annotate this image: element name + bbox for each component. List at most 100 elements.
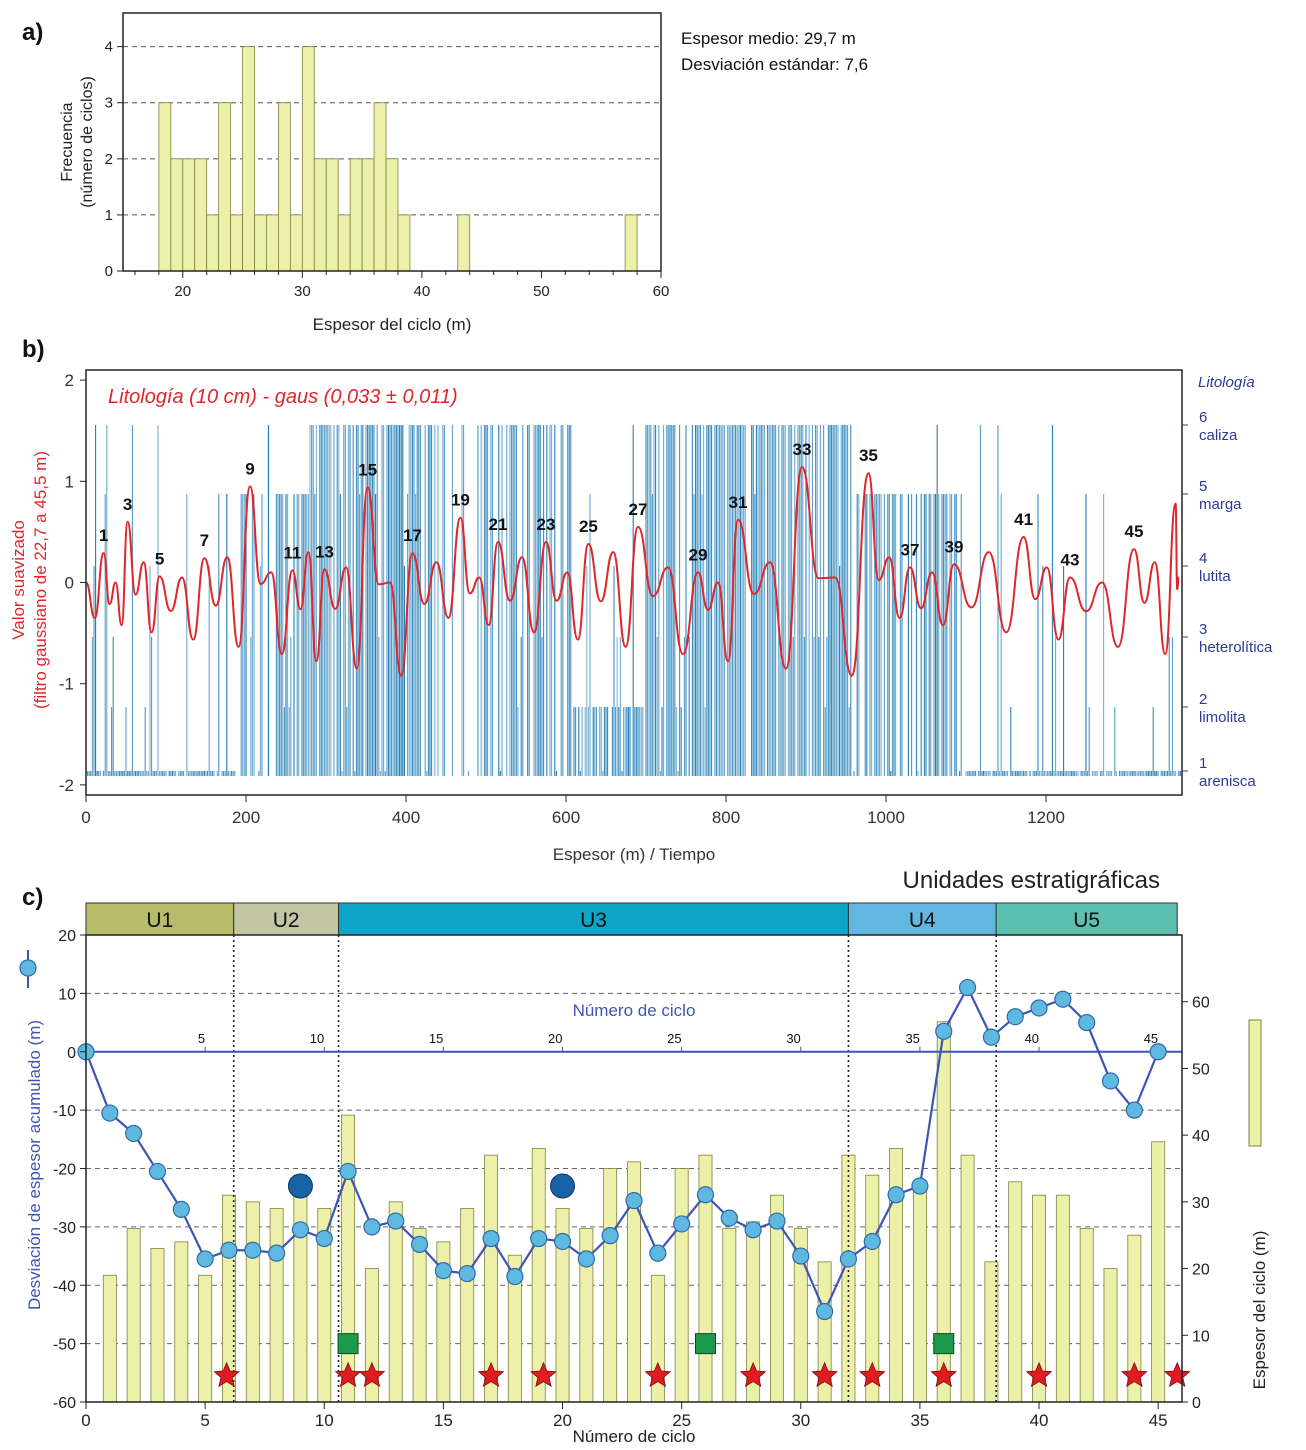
unit-band — [995, 902, 1178, 936]
x-tick-label: 40 — [414, 283, 431, 300]
deviation-point — [458, 1264, 476, 1283]
x-tick-label: 45 — [1149, 1411, 1168, 1430]
cycle-thickness-bar — [674, 1168, 689, 1403]
deviation-point — [434, 1262, 452, 1280]
cycle-label: 13 — [315, 542, 334, 561]
deviation-point — [339, 1162, 357, 1181]
y-tick-label: 2 — [105, 151, 113, 168]
histogram-bar — [278, 102, 291, 272]
deviation-point — [553, 1232, 572, 1251]
cycle-label: 43 — [1061, 550, 1080, 569]
cycle-label: 7 — [200, 531, 209, 550]
x-tick-label: 40 — [1030, 1411, 1049, 1430]
unit-label: U5 — [1073, 909, 1100, 932]
panel-c-cycles: c) Unidades estratigráficas U1 U2 U3 U4 U5 5… — [19, 867, 1269, 1446]
x-tick-label: 35 — [910, 1411, 929, 1430]
histogram-bar — [194, 158, 208, 272]
histogram-bar — [158, 102, 172, 272]
lithology-name: heterolítica — [1199, 639, 1273, 656]
deviation-point — [315, 1229, 333, 1248]
deviation-point — [816, 1302, 834, 1321]
unit-label: U2 — [273, 909, 300, 932]
deviation-point — [363, 1218, 381, 1236]
deviation-point — [530, 1229, 548, 1248]
cycle-label: 39 — [945, 537, 964, 556]
y2-tick-label: 30 — [1192, 1195, 1210, 1212]
panel-a-ticks: 20 30 40 50 60 0 1 2 3 4 — [105, 39, 670, 300]
unit-band — [233, 902, 340, 936]
x-tick-label: 50 — [533, 283, 550, 300]
cycle-label: 33 — [793, 440, 812, 459]
stratigraphic-units: U1 U2 U3 U4 U5 — [85, 902, 1178, 936]
lithology-level-number: 1 — [1199, 755, 1207, 772]
x-tick-label: 1000 — [867, 808, 905, 827]
cycle-label: 21 — [489, 515, 508, 534]
star-marker — [1163, 1361, 1191, 1388]
y-tick-label: -1 — [59, 675, 74, 694]
cycle-label: 35 — [859, 446, 878, 465]
deviation-point — [410, 1235, 429, 1253]
deviation-point — [1101, 1072, 1120, 1090]
x-tick-label: 60 — [653, 283, 670, 300]
star-marker — [1120, 1361, 1148, 1388]
star-marker — [811, 1361, 838, 1388]
cycle-label: 29 — [689, 545, 708, 564]
unit-label: U4 — [909, 909, 936, 932]
lithology-level-number: 3 — [1199, 621, 1207, 638]
inner-cycle-axis: 5 10 15 20 25 30 35 40 45 Número de ciclo — [198, 1001, 1159, 1052]
y-tick-label: 0 — [65, 574, 74, 593]
deviation-point — [792, 1247, 810, 1265]
panel-b-x-axis-label: Espesor (m) / Tiempo — [553, 845, 716, 864]
panel-c-y-axis-label: Desviación de espesor acumulado (m) — [25, 1020, 44, 1310]
y2-tick-label: 0 — [1192, 1395, 1201, 1412]
legend-bar-symbol — [1248, 1019, 1262, 1147]
deviation-point — [196, 1250, 214, 1268]
inner-x-tick-label: 10 — [310, 1031, 324, 1046]
panel-c-grid — [86, 992, 1182, 1345]
deviation-point — [744, 1221, 762, 1239]
histogram-bar — [325, 158, 339, 272]
inner-x-tick-label: 15 — [429, 1031, 443, 1046]
cycle-label: 9 — [245, 459, 254, 478]
star-marker — [334, 1361, 362, 1388]
deviation-point — [601, 1227, 619, 1245]
panel-b-title: Litología (10 cm) - gaus (0,033 ± 0,011) — [108, 386, 458, 408]
y-tick-label: 0 — [105, 263, 113, 280]
deviation-point — [1078, 1013, 1096, 1032]
lithology-name: caliza — [1199, 427, 1238, 444]
deviation-point — [863, 1232, 881, 1251]
cycle-thickness-bar — [912, 1188, 927, 1403]
star-marker — [1025, 1361, 1053, 1388]
y-tick-label: 0 — [67, 1045, 76, 1062]
x-tick-label: 0 — [81, 808, 90, 827]
deviation-point — [839, 1250, 858, 1268]
cycle-label: 15 — [358, 460, 377, 479]
cycle-label: 5 — [155, 549, 164, 568]
x-tick-label: 800 — [712, 808, 740, 827]
panel-c-legend-symbols — [19, 950, 1262, 1147]
panel-a-y-axis-label-line1: Frecuencia — [59, 102, 76, 181]
histogram-bar — [230, 214, 243, 272]
x-tick-label: 25 — [672, 1411, 691, 1430]
cycle-label: 19 — [451, 491, 470, 510]
cycle-label: 3 — [123, 495, 132, 514]
histogram-bar — [313, 158, 327, 272]
panel-b-label: b) — [22, 336, 45, 363]
x-tick-label: 20 — [174, 283, 191, 300]
lithology-level-number: 2 — [1199, 691, 1207, 708]
event-markers — [213, 1173, 1191, 1388]
histogram-bar — [301, 46, 315, 272]
cycle-label: 11 — [283, 543, 301, 562]
x-tick-label: 0 — [81, 1411, 90, 1430]
star-marker — [739, 1361, 767, 1388]
panel-c-label: c) — [22, 884, 43, 911]
y-tick-label: 3 — [105, 95, 113, 112]
inner-x-tick-label: 40 — [1025, 1031, 1039, 1046]
panel-c-title: Unidades estratigráficas — [903, 867, 1160, 894]
deviation-point — [1030, 999, 1048, 1017]
panel-b-ticks: 0 200 400 600 800 1000 1200 -2 -1 0 1 2 — [59, 371, 1065, 827]
histogram-bar — [289, 214, 303, 272]
y-tick-label: 4 — [105, 39, 113, 56]
